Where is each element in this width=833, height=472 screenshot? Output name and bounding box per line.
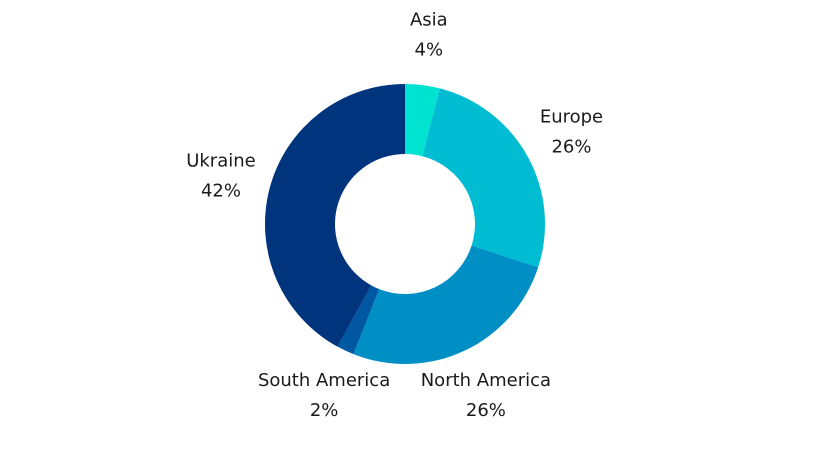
slice-label: South America	[258, 370, 390, 391]
slice-label: Ukraine	[186, 151, 256, 172]
slice-label: Europe	[540, 106, 603, 127]
donut-slice	[265, 84, 405, 347]
value-label: 42%	[201, 181, 241, 202]
donut-slice	[405, 84, 440, 157]
value-label: 4%	[415, 39, 444, 60]
slice-label: Asia	[410, 9, 448, 30]
donut-slice	[353, 245, 539, 364]
slice-label: North America	[421, 370, 551, 391]
donut-slice	[422, 88, 545, 268]
donut-slice	[337, 285, 380, 355]
value-label: 26%	[466, 400, 506, 421]
value-label: 2%	[310, 400, 339, 421]
value-label: 26%	[551, 136, 591, 157]
